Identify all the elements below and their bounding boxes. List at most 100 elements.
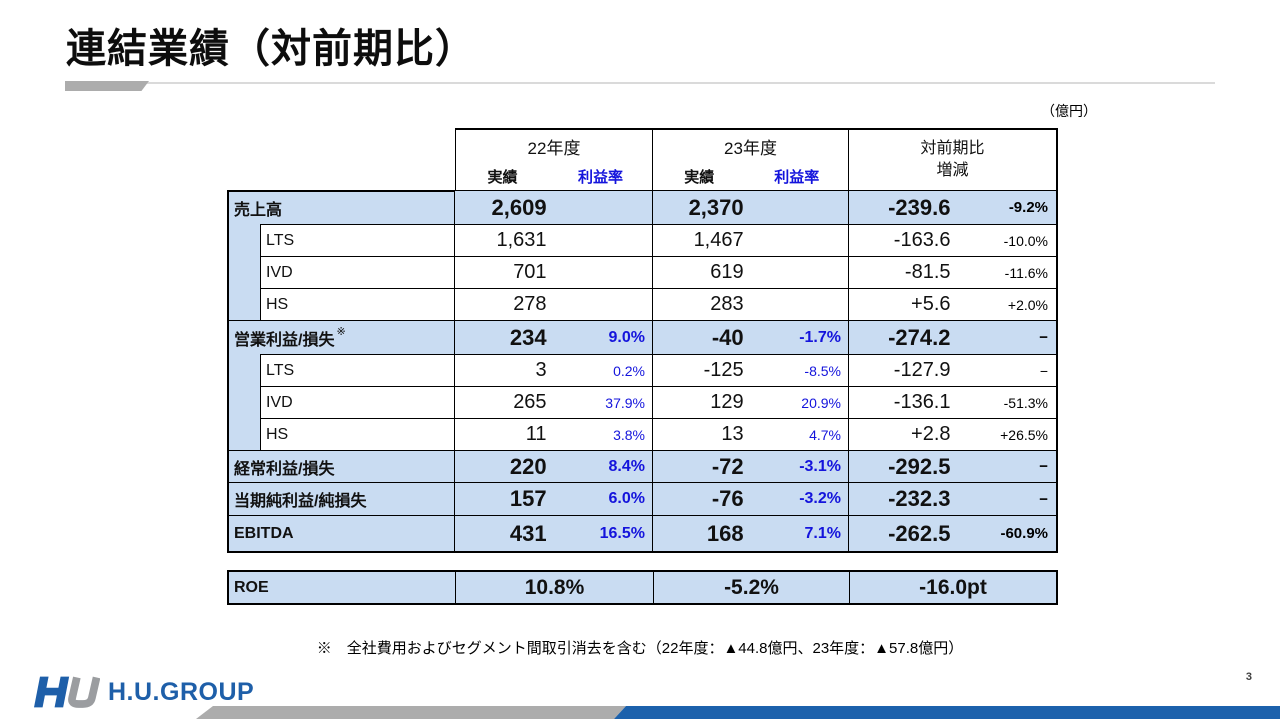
fy22-cell: 220 8.4% [455,450,653,482]
fy22-rate: 37.9% [605,394,645,411]
row-label: LTS [227,354,455,386]
header-fy22: 22年度 実績 利益率 [455,128,653,190]
footnote: ※ 全社費用およびセグメント間取引消去を含む（22年度：▲44.8億円、23年度… [316,640,964,657]
indent-strip [229,418,260,450]
change-value: -262.5 [888,520,951,546]
change-rate: -51.3% [1003,394,1048,411]
header-fy23-actual: 実績 [684,169,715,186]
change-rate: -9.2% [1008,199,1048,216]
change-value: -163.6 [893,229,951,251]
fy22-cell: 234 9.0% [455,320,653,354]
roe-table: ROE 10.8% -5.2% -16.0pt [227,570,1058,605]
change-cell: +2.8 +26.5% [849,418,1058,450]
header-change-line2: 増減 [936,162,969,179]
header-fy23-sub: 実績 利益率 [653,163,848,190]
fy22-rate: 8.4% [608,457,645,475]
row-label-text: EBITDA [234,524,294,542]
fy22-value: 3 [535,359,547,381]
fy23-cell: 619 [653,256,849,288]
fy23-value: 129 [710,391,744,413]
change-cell: -274.2 − [849,320,1058,354]
fy23-value: -76 [711,486,744,511]
row-label: 経常利益/損失 [227,450,455,482]
indent-strip [229,288,260,320]
footer-bar-gray [196,706,626,719]
company-logo: H.U.GROUP [28,674,254,710]
fy22-cell: 265 37.9% [455,386,653,418]
fy22-rate: 0.2% [613,362,645,379]
fy22-cell: 3 0.2% [455,354,653,386]
footer-bar-blue [614,706,1280,719]
hu-logo-icon [34,676,100,708]
fy23-value: 283 [710,293,744,315]
table-row-op-lts: LTS 3 0.2% -125 -8.5% -127.9 − [227,354,1058,386]
header-fy22-title: 22年度 [527,139,581,158]
change-cell: -239.6 -9.2% [849,190,1058,224]
fy23-cell: 2,370 [653,190,849,224]
change-value: +2.8 [911,423,951,445]
fy23-rate: 7.1% [804,524,841,542]
fy22-cell: 431 16.5% [455,515,653,551]
header-fy22-actual: 実績 [487,169,518,186]
table-row-op-hs: HS 11 3.8% 13 4.7% +2.8 +26.5% [227,418,1058,450]
header-change: 対前期比 増減 [849,128,1058,190]
header-fy23-title: 23年度 [724,139,777,158]
row-label-text: LTS [260,224,454,256]
indent-strip [229,386,260,418]
change-value: -232.3 [888,486,951,511]
change-cell: +5.6 +2.0% [849,288,1058,320]
header-change-title: 対前期比 増減 [849,130,1056,190]
row-label: IVD [227,386,455,418]
row-label: 売上高 [227,190,455,224]
row-label-text: LTS [260,354,454,386]
change-value: -127.9 [893,359,951,381]
row-label: 当期純利益/純損失 [227,482,455,515]
change-value: -274.2 [888,324,951,350]
fy23-cell: 168 7.1% [653,515,849,551]
change-rate: -60.9% [1000,525,1048,542]
change-rate: − [1039,458,1048,475]
fy23-rate: -3.1% [799,457,841,475]
fy23-value: 619 [710,261,744,283]
table-row-sales-lts: LTS 1,631 1,467 -163.6 -10.0% [227,224,1058,256]
roe-change-value: -16.0pt [849,572,1056,603]
fy22-value: 157 [509,486,547,511]
fy22-cell: 2,609 [455,190,653,224]
header-change-line1: 対前期比 [920,140,985,157]
row-label: HS [227,418,455,450]
fy23-cell: -40 -1.7% [653,320,849,354]
fy23-rate: 4.7% [809,426,841,443]
row-label-text: HS [260,418,454,450]
change-cell: -292.5 − [849,450,1058,482]
fy22-rate: 3.8% [613,426,645,443]
change-cell: -232.3 − [849,482,1058,515]
change-rate: -10.0% [1003,232,1048,249]
table-row-net-profit: 当期純利益/純損失 157 6.0% -76 -3.2% -232.3 − [227,482,1058,515]
change-rate: − [1039,362,1048,379]
row-label: IVD [227,256,455,288]
fy22-cell: 157 6.0% [455,482,653,515]
fy23-cell: 129 20.9% [653,386,849,418]
table-header-row: 22年度 実績 利益率 23年度 実績 利益率 対前期比 増減 [227,128,1058,190]
row-label-text: 営業利益/損失 [234,331,335,349]
indent-strip [229,354,260,386]
roe-fy23-value: -5.2% [653,572,849,603]
fy23-rate: -8.5% [804,362,841,379]
fy23-rate: -1.7% [799,328,841,346]
indent-strip [229,224,260,256]
row-label: LTS [227,224,455,256]
title-rule-line [65,82,1215,84]
fy22-value: 220 [509,453,547,479]
fy22-rate: 9.0% [608,328,645,346]
table-row-ebitda: EBITDA 431 16.5% 168 7.1% -262.5 -60.9% [227,515,1058,551]
fy22-value: 234 [509,324,547,350]
row-label: HS [227,288,455,320]
change-cell: -81.5 -11.6% [849,256,1058,288]
change-cell: -127.9 − [849,354,1058,386]
fy22-value: 278 [513,293,547,315]
row-label-text: 当期純利益/純損失 [234,493,367,510]
change-value: -239.6 [888,194,951,220]
fy23-value: 1,467 [693,229,744,251]
change-value: -292.5 [888,453,951,479]
fy23-rate: 20.9% [801,394,841,411]
